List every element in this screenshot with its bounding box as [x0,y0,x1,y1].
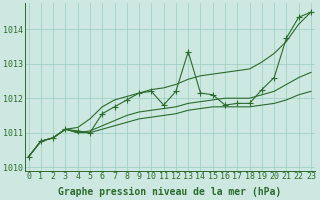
X-axis label: Graphe pression niveau de la mer (hPa): Graphe pression niveau de la mer (hPa) [58,186,281,197]
